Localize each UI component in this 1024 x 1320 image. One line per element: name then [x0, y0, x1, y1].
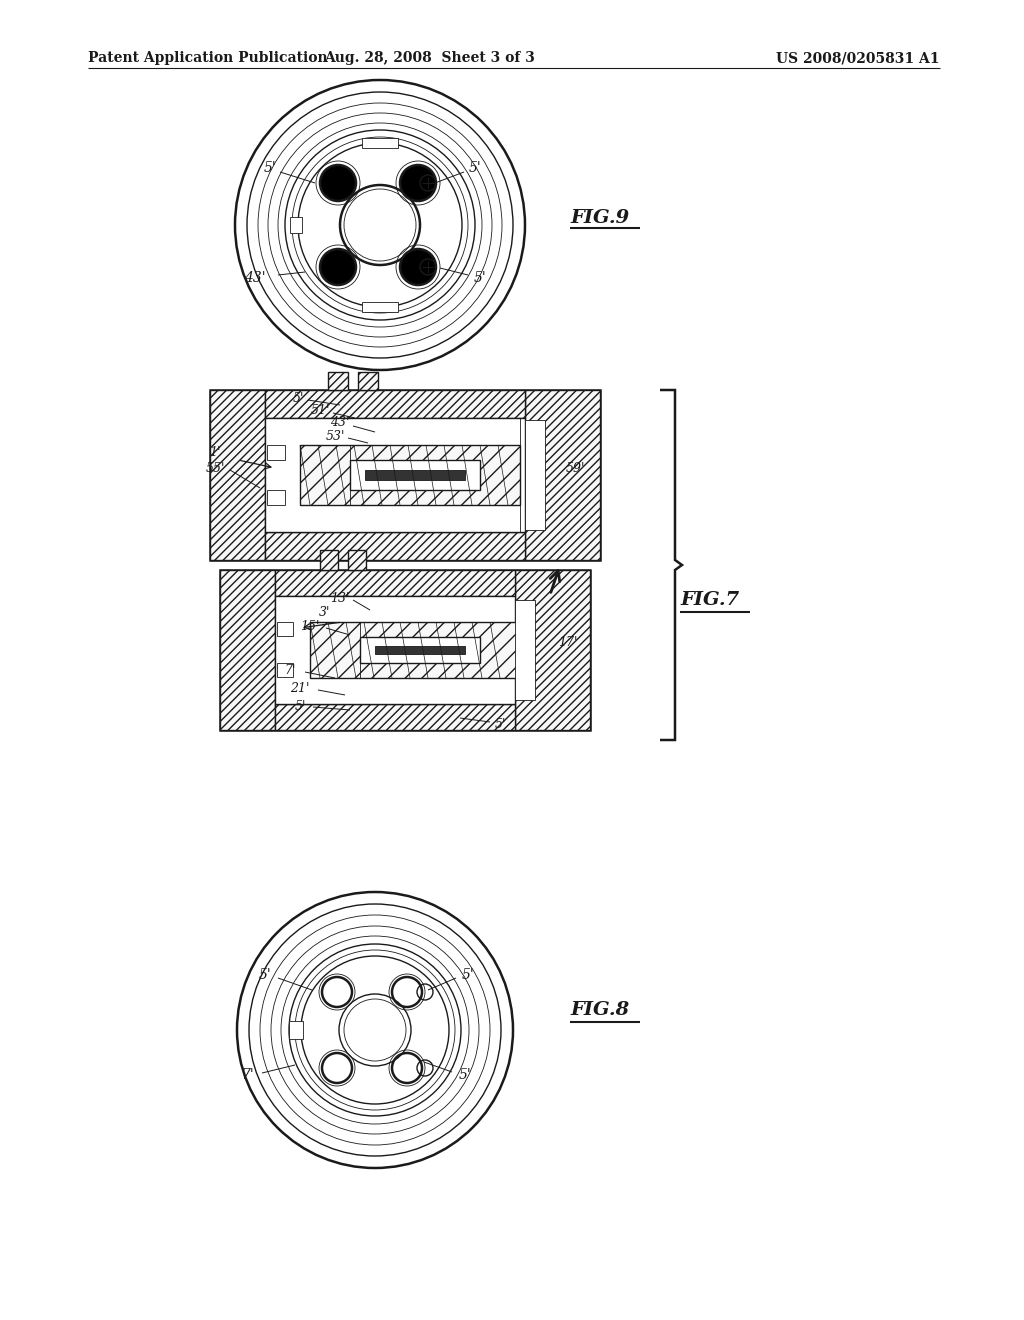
Text: 5': 5': [474, 271, 486, 285]
Bar: [210, 389, 265, 560]
Text: 5': 5': [263, 161, 276, 176]
Circle shape: [268, 114, 492, 337]
Bar: [275, 704, 515, 730]
Bar: [358, 372, 378, 389]
Circle shape: [247, 92, 513, 358]
Circle shape: [289, 944, 461, 1115]
Text: 7': 7': [242, 1068, 254, 1082]
Bar: [210, 389, 600, 560]
Circle shape: [285, 129, 475, 319]
Circle shape: [258, 103, 502, 347]
Text: Patent Application Publication: Patent Application Publication: [88, 51, 328, 65]
Bar: [300, 445, 520, 506]
Bar: [348, 550, 366, 570]
Bar: [290, 216, 302, 234]
Bar: [220, 570, 590, 730]
Bar: [265, 532, 525, 560]
Text: 5': 5': [259, 968, 271, 982]
Circle shape: [319, 165, 356, 201]
Bar: [289, 1020, 303, 1039]
Circle shape: [319, 249, 356, 285]
Bar: [310, 622, 520, 678]
Text: 3': 3': [319, 606, 331, 619]
Text: Aug. 28, 2008  Sheet 3 of 3: Aug. 28, 2008 Sheet 3 of 3: [325, 51, 536, 65]
Text: 5': 5': [495, 718, 506, 730]
Bar: [515, 570, 590, 730]
Bar: [267, 445, 285, 459]
Circle shape: [301, 956, 449, 1104]
Text: FIG.7: FIG.7: [680, 591, 739, 609]
Bar: [328, 372, 348, 389]
Text: 55': 55': [206, 462, 224, 474]
Circle shape: [400, 249, 436, 285]
Text: 17': 17': [558, 635, 578, 648]
Bar: [525, 389, 600, 560]
Text: 5': 5': [459, 1068, 471, 1082]
Text: 15': 15': [300, 619, 319, 632]
Bar: [278, 663, 293, 677]
Bar: [220, 570, 275, 730]
Text: 5': 5': [469, 161, 481, 176]
Text: FIG.8: FIG.8: [570, 1001, 630, 1019]
Text: 51': 51': [310, 404, 330, 417]
Bar: [350, 459, 480, 490]
Bar: [265, 389, 525, 418]
Text: 59': 59': [565, 462, 585, 474]
Circle shape: [281, 936, 469, 1125]
Text: 5': 5': [292, 392, 304, 404]
Circle shape: [249, 904, 501, 1156]
Circle shape: [340, 185, 420, 265]
Text: 13': 13': [331, 591, 349, 605]
Bar: [360, 638, 480, 663]
Text: US 2008/0205831 A1: US 2008/0205831 A1: [776, 51, 940, 65]
Bar: [375, 645, 465, 653]
Bar: [362, 139, 398, 148]
Text: 7': 7': [285, 664, 296, 676]
Bar: [278, 622, 293, 636]
Circle shape: [400, 165, 436, 201]
Circle shape: [234, 81, 525, 370]
Circle shape: [237, 892, 513, 1168]
Bar: [362, 302, 398, 312]
Bar: [275, 597, 515, 704]
Circle shape: [260, 915, 490, 1144]
Text: 43': 43': [331, 417, 349, 429]
Text: 5': 5': [294, 700, 306, 713]
Bar: [525, 420, 545, 531]
Text: 5': 5': [462, 968, 474, 982]
Bar: [319, 550, 338, 570]
Circle shape: [298, 143, 462, 308]
Bar: [365, 470, 465, 480]
Text: 43': 43': [244, 271, 266, 285]
Text: FIG.9: FIG.9: [570, 209, 630, 227]
Bar: [275, 570, 515, 597]
Circle shape: [339, 994, 411, 1067]
Text: 53': 53': [326, 429, 345, 442]
Text: 1': 1': [209, 446, 221, 458]
Circle shape: [278, 123, 482, 327]
Bar: [265, 418, 525, 532]
Circle shape: [344, 189, 416, 261]
Bar: [515, 601, 535, 700]
Bar: [267, 490, 285, 506]
Text: 21': 21': [291, 681, 309, 694]
Circle shape: [271, 927, 479, 1134]
